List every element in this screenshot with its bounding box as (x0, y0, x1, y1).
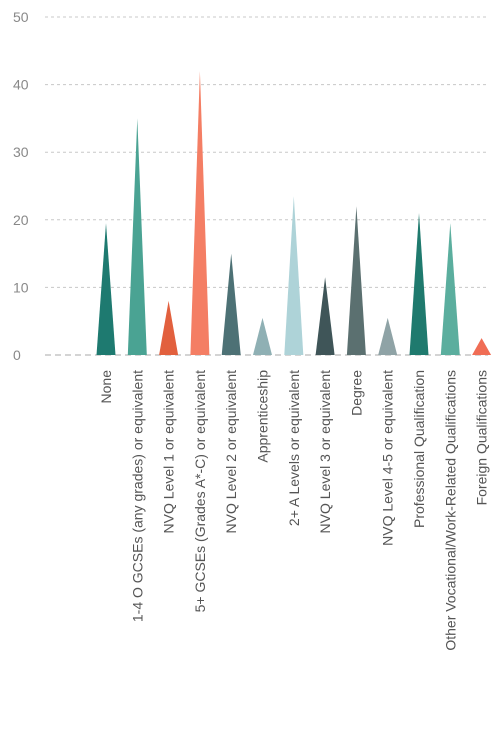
x-tick-label: Other Vocational/Work-Related Qualificat… (442, 370, 458, 651)
x-tick-label: NVQ Level 4-5 or equivalent (380, 370, 396, 546)
x-tick-label: 2+ A Levels or equivalent (286, 370, 302, 526)
bar-8 (346, 206, 366, 355)
x-axis: None 1-4 O GCSEs (any grades) or equivale… (98, 370, 490, 651)
bar-4 (221, 253, 241, 355)
y-tick-label: 50 (13, 9, 29, 25)
y-tick-label: 30 (13, 144, 29, 160)
bar-5 (253, 317, 272, 355)
x-tick-label: NVQ Level 2 or equivalent (223, 370, 239, 534)
x-tick-label: 1-4 O GCSEs (any grades) or equivalent (129, 370, 145, 622)
bar-11 (440, 223, 460, 355)
bar-3 (190, 71, 210, 355)
x-tick-label: NVQ Level 1 or equivalent (161, 370, 177, 534)
bar-1 (127, 118, 147, 356)
bar-12 (472, 338, 492, 355)
bar-0 (96, 223, 116, 355)
bar-10 (409, 213, 429, 355)
x-tick-label: Apprenticeship (255, 370, 271, 463)
bar-2 (159, 300, 179, 355)
y-tick-label: 40 (13, 77, 29, 93)
x-tick-label: NVQ Level 3 or equivalent (317, 370, 333, 534)
y-axis: 0 10 20 30 40 50 (13, 9, 29, 363)
bar-9 (378, 317, 398, 355)
y-tick-label: 20 (13, 212, 29, 228)
bar-7 (315, 277, 335, 355)
x-tick-label: 5+ GCSEs (Grades A*-C) or equivalent (192, 370, 208, 612)
y-tick-label: 0 (13, 347, 21, 363)
bars (96, 71, 492, 356)
bar-6 (284, 196, 304, 355)
x-tick-label: Foreign Qualifications (474, 370, 490, 505)
x-tick-label: None (98, 370, 114, 404)
x-tick-label: Degree (348, 370, 364, 416)
x-tick-label: Professional Qualification (411, 370, 427, 528)
y-tick-label: 10 (13, 279, 29, 295)
